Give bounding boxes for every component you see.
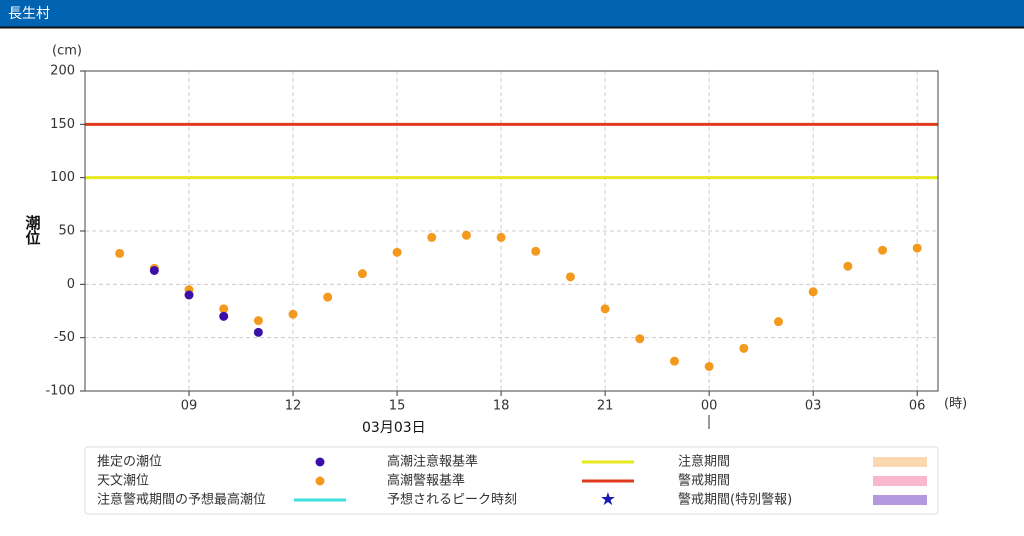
tide-point: [739, 343, 749, 353]
legend-symbol: ★: [600, 489, 616, 510]
legend-symbol: [315, 476, 325, 486]
legend-label: 注意警戒期間の予想最高潮位: [97, 492, 266, 508]
x-tick-label: 09: [181, 399, 198, 414]
y-tick-label: 200: [50, 64, 75, 79]
tide-point: [115, 248, 125, 258]
legend-symbol: [873, 476, 927, 486]
x-tick-label: 18: [493, 399, 510, 414]
legend-label: 警戒期間: [678, 473, 730, 489]
tide-point: [323, 292, 333, 302]
tide-point: [184, 290, 194, 300]
y-axis-label: 潮位: [24, 214, 42, 245]
tide-point: [253, 327, 263, 337]
x-unit: (時): [944, 397, 967, 412]
header-title: 長生村: [8, 6, 50, 22]
legend-symbol: [873, 457, 927, 467]
legend-label: 予想されるピーク時刻: [387, 492, 517, 508]
legend-label: 推定の潮位: [97, 455, 162, 470]
tide-point: [496, 232, 506, 242]
date-label: 03月03日: [362, 420, 426, 436]
legend-symbol: [873, 495, 927, 505]
tide-point: [357, 269, 367, 279]
x-tick-label: 00: [701, 399, 718, 414]
tide-point: [669, 356, 679, 366]
tide-point: [808, 287, 818, 297]
tide-point: [219, 311, 229, 321]
legend-box: [84, 446, 939, 515]
tide-point: [878, 245, 888, 255]
tide-point: [392, 247, 402, 257]
legend-symbol: [315, 457, 325, 467]
legend-label: 天文潮位: [97, 474, 149, 489]
tide-point: [219, 304, 229, 314]
y-tick-label: 0: [67, 277, 75, 292]
y-tick-label: 150: [50, 117, 75, 132]
y-tick-label: -100: [45, 384, 75, 399]
tide-point: [565, 272, 575, 282]
x-tick-label: 06: [909, 399, 926, 414]
y-tick-label: -50: [54, 330, 75, 345]
tide-point: [288, 309, 298, 319]
x-tick-label: 15: [389, 399, 406, 414]
tide-point: [427, 232, 437, 242]
header-bar: [0, 0, 1024, 27]
y-tick-label: 50: [58, 224, 75, 239]
tide-point: [635, 334, 645, 344]
tide-point: [843, 261, 853, 271]
y-tick-label: 100: [50, 170, 75, 185]
legend-label: 警戒期間(特別警報): [678, 492, 792, 508]
tide-point: [704, 361, 714, 371]
tide-point: [253, 316, 263, 326]
y-unit: (cm): [52, 44, 82, 59]
legend-label: 高潮注意報基準: [387, 454, 478, 470]
tide-point: [531, 246, 541, 256]
tide-point: [600, 304, 610, 314]
plot-frame: [84, 70, 939, 392]
legend-label: 注意期間: [678, 454, 730, 470]
tide-point: [149, 265, 159, 275]
tide-point: [461, 230, 471, 240]
x-tick-label: 12: [285, 399, 302, 414]
x-tick-label: 21: [597, 399, 614, 414]
legend-label: 高潮警報基準: [387, 473, 465, 489]
x-tick-label: 03: [805, 399, 822, 414]
tide-point: [773, 317, 783, 327]
tide-point: [912, 243, 922, 253]
